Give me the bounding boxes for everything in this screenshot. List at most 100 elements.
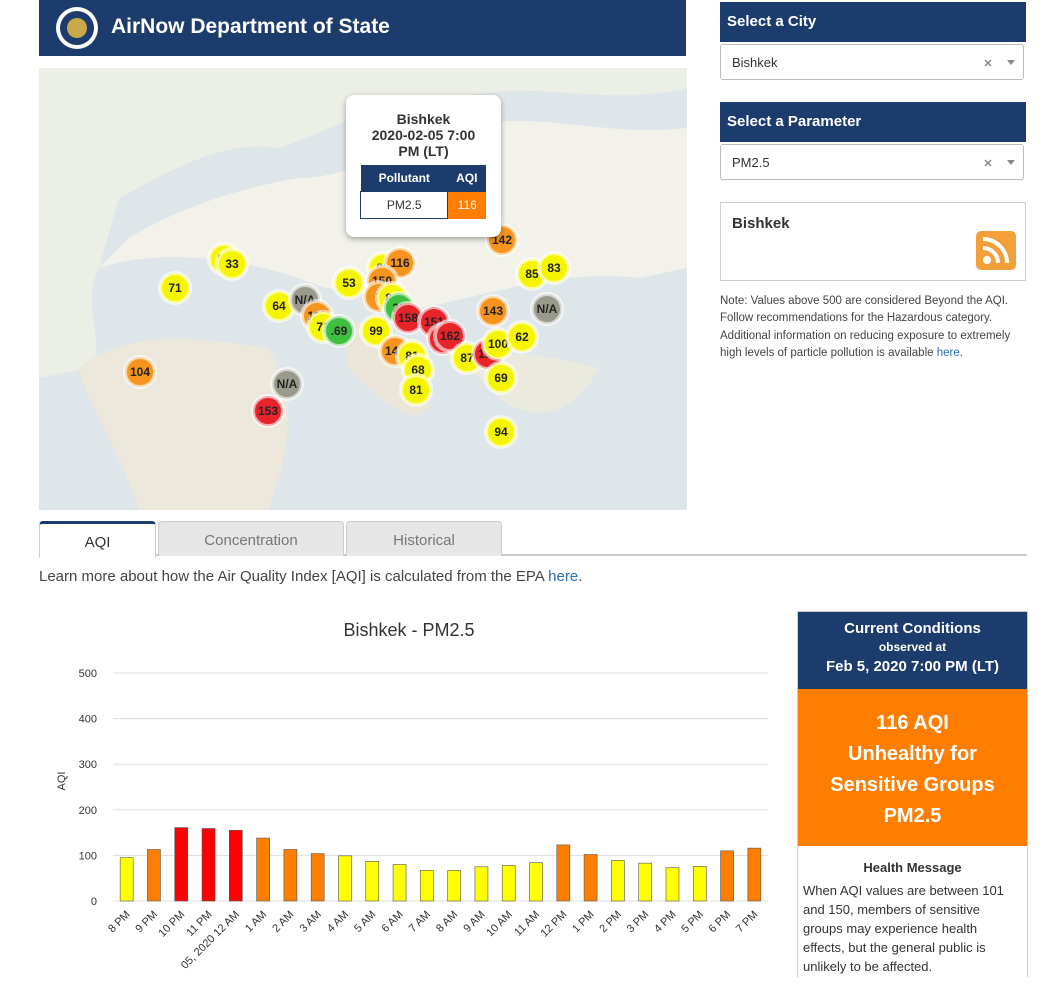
tab-rule <box>39 554 1027 556</box>
marker-label: 153 <box>258 404 278 418</box>
map-marker[interactable] <box>537 251 571 285</box>
y-tick-label: 300 <box>79 759 97 771</box>
bar <box>392 864 407 902</box>
city-select[interactable]: Bishkek <box>720 44 1024 80</box>
map-marker[interactable] <box>251 394 285 428</box>
param-value: PM2.5 <box>732 155 770 170</box>
x-tick-label: 6 AM <box>379 909 405 935</box>
marker-label: N/A <box>537 302 558 316</box>
conditions-aqi: 116 AQI Unhealthy for Sensitive Groups P… <box>798 689 1027 846</box>
map-marker[interactable] <box>270 367 304 401</box>
y-tick-label: 200 <box>79 805 97 817</box>
bar <box>556 844 571 902</box>
note-link[interactable]: here <box>936 346 960 359</box>
map-marker[interactable] <box>484 415 518 449</box>
marker-label: 53 <box>342 276 356 290</box>
bar <box>611 860 625 902</box>
map-marker[interactable] <box>505 320 539 354</box>
map-marker[interactable] <box>530 292 564 326</box>
marker-label: 64 <box>272 299 286 313</box>
marker-label: N/A <box>277 377 298 391</box>
map-marker[interactable] <box>399 373 433 407</box>
x-tick-label: 3 PM <box>625 909 652 936</box>
y-tick-label: 500 <box>79 668 97 680</box>
marker-label: 83 <box>547 261 561 275</box>
x-tick-label: 4 AM <box>325 909 351 935</box>
map-marker[interactable] <box>332 266 366 300</box>
bar <box>174 827 189 902</box>
x-tick-label: 6 PM <box>707 909 734 936</box>
popup-city: Bishkek <box>396 111 451 127</box>
select-icons <box>984 59 1015 67</box>
bar <box>283 849 298 902</box>
tab[interactable]: Historical <box>346 521 502 556</box>
city-value: Bishkek <box>732 55 778 70</box>
marker-label: 85 <box>525 267 539 281</box>
x-tick-label: 12 PM <box>538 909 569 940</box>
observed: observed at <box>878 640 947 654</box>
learn-text: Learn more about how the Air Quality Ind… <box>39 568 544 585</box>
health: Health Message When AQI values are betwe… <box>798 846 1027 988</box>
tab[interactable]: Concentration <box>158 521 344 556</box>
popup: Bishkek 2020-02-05 7:00 PM (LT) Pollutan… <box>346 95 501 237</box>
x-tick-label: 1 AM <box>243 909 269 935</box>
bar <box>583 854 598 902</box>
conditions: Current Conditions observed at Feb 5, 20… <box>797 611 1028 977</box>
note: Note: Values above 500 are considered Be… <box>720 293 1024 362</box>
marker-label: 69 <box>494 371 508 385</box>
feed-title: Bishkek <box>732 215 790 232</box>
bar <box>229 830 243 902</box>
marker-label: 94 <box>494 425 508 439</box>
popup-pollutant: PM2.5 <box>360 191 449 219</box>
y-tick-label: 400 <box>79 714 97 726</box>
marker-label: 116 <box>390 256 410 270</box>
marker-label: 143 <box>483 304 503 318</box>
note-end: . <box>959 346 963 359</box>
map-marker[interactable] <box>484 361 518 395</box>
y-tick-label: 0 <box>91 896 97 908</box>
y-tick-label: 100 <box>79 850 97 862</box>
x-tick-label: 7 PM <box>734 909 761 936</box>
header: AirNow Department of State <box>39 0 686 56</box>
map-marker[interactable] <box>215 247 249 281</box>
param-select[interactable]: PM2.5 <box>720 144 1024 180</box>
chart: Bishkek - PM2.5 AQI 0 100 200 300 400 500 8 PM… <box>56 620 768 972</box>
rss-icon[interactable] <box>976 231 1016 270</box>
bar <box>338 855 352 902</box>
aqi-pollutant: PM2.5 <box>883 805 942 827</box>
x-tick-label: 5 AM <box>352 909 378 935</box>
bar <box>447 870 461 902</box>
health-title: Health Message <box>863 860 962 875</box>
marker-label: 81 <box>409 383 423 397</box>
bar <box>119 857 134 902</box>
map-marker[interactable] <box>476 294 510 328</box>
bar <box>201 828 216 902</box>
x-tick-label: 2 AM <box>270 909 296 935</box>
map-marker[interactable] <box>322 314 356 348</box>
bar <box>529 862 543 902</box>
x-tick-label: 7 AM <box>407 909 433 935</box>
learn-end: . <box>578 568 583 585</box>
seal <box>56 7 98 49</box>
popup-col: AQI <box>447 165 487 192</box>
tab[interactable]: AQI <box>39 521 156 558</box>
marker-label: 62 <box>515 330 529 344</box>
map-marker[interactable] <box>433 319 467 353</box>
bar <box>365 861 380 902</box>
x-tick-label: 10 PM <box>156 909 187 940</box>
marker-label: 99 <box>369 324 383 338</box>
conditions-head: Current Conditions observed at Feb 5, 20… <box>798 612 1027 689</box>
bar <box>692 866 707 902</box>
aqi-category: Unhealthy for Sensitive Groups <box>830 743 995 796</box>
x-tick-label: 8 PM <box>106 909 133 936</box>
bar <box>310 853 325 902</box>
learn-link[interactable]: here <box>548 568 579 585</box>
city-label: Select a City <box>720 2 1026 42</box>
x-tick-label: 2 PM <box>597 909 624 936</box>
conditions-title: Current Conditions <box>844 620 981 637</box>
popup-table: Pollutant AQI PM2.5 116 <box>360 165 487 219</box>
map-marker[interactable] <box>158 271 192 305</box>
map-marker[interactable] <box>123 355 157 389</box>
map[interactable]: 543371104153N/A64N/A11871.69539911615018… <box>39 68 687 510</box>
